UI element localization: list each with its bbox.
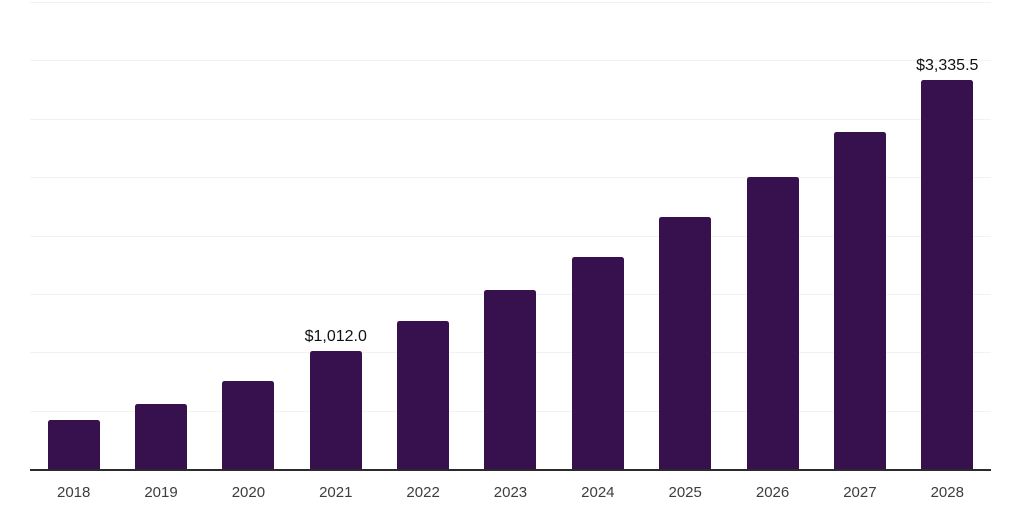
bars: $1,012.0 $3,335.5 — [30, 2, 991, 469]
x-tick-label-2027: 2027 — [843, 484, 877, 501]
x-axis-labels: 2018 2019 2020 2021 2022 2023 2024 2025 2026 2027… — [30, 483, 991, 503]
bar-2028 — [921, 79, 974, 469]
x-tick-label-2024: 2024 — [581, 484, 615, 501]
bar-slot-2022 — [379, 2, 466, 469]
bar-2022 — [397, 320, 450, 469]
gridline-4000 — [30, 2, 991, 3]
gridline-2000 — [30, 235, 991, 237]
x-tick-label-2020: 2020 — [231, 484, 266, 501]
gridline-3000 — [30, 118, 991, 120]
x-tick-label-2022: 2022 — [406, 484, 440, 501]
bar-2021 — [309, 350, 362, 469]
x-tick-label-2028: 2028 — [930, 484, 964, 501]
bar-slot-2026 — [729, 2, 816, 469]
bar-slot-2024 — [554, 2, 641, 469]
bar-2026 — [746, 176, 799, 469]
bar-2027 — [833, 131, 886, 469]
x-tick-label-2021: 2021 — [319, 484, 353, 501]
x-tick-label-2018: 2018 — [56, 484, 91, 501]
x-tick-label-2019: 2019 — [144, 484, 178, 501]
bar-slot-2028: $3,335.5 — [904, 2, 991, 469]
bar-2019 — [135, 404, 188, 469]
bar-slot-2021: $1,012.0 — [292, 2, 379, 469]
bar-2024 — [571, 256, 624, 469]
bar-slot-2020 — [205, 2, 292, 469]
data-label-2021: $1,012.0 — [304, 327, 367, 345]
plot-area: $1,012.0 $3,335.5 — [30, 2, 991, 471]
bar-slot-2023 — [467, 2, 554, 469]
x-tick-label-2023: 2023 — [493, 484, 528, 501]
x-tick-label-2025: 2025 — [668, 484, 702, 501]
bar-2025 — [659, 217, 712, 469]
data-label-2028: $3,335.5 — [916, 56, 979, 74]
bar-slot-2027 — [816, 2, 903, 469]
bar-2023 — [484, 290, 537, 469]
x-tick-label-2026: 2026 — [755, 484, 790, 501]
bar-2018 — [47, 419, 100, 469]
bar-slot-2018 — [30, 2, 117, 469]
bar-slot-2019 — [117, 2, 204, 469]
bar-slot-2025 — [642, 2, 729, 469]
gridline-3500 — [30, 60, 991, 62]
gridline-2500 — [30, 177, 991, 179]
bar-2020 — [222, 381, 275, 469]
